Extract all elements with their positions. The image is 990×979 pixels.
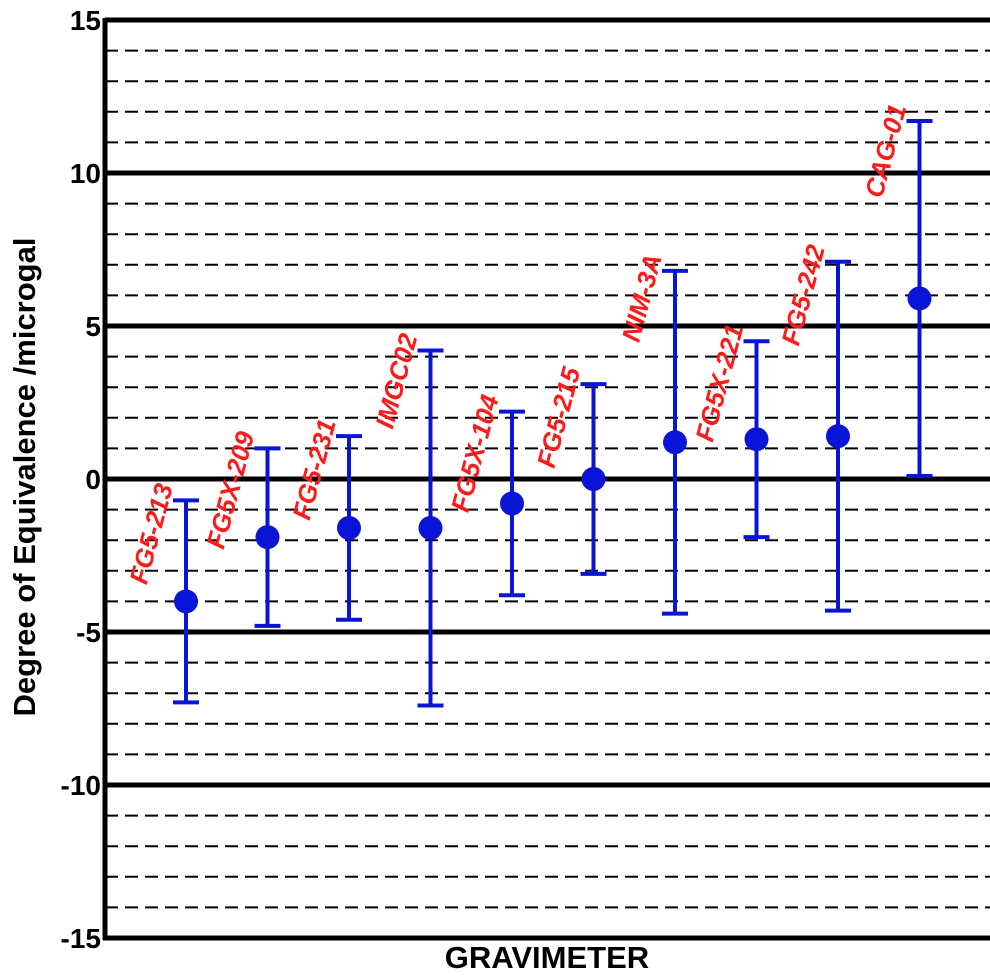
gravimeter-label: FG5X-209 <box>200 428 260 552</box>
data-point <box>907 286 932 311</box>
y-tick-label: 5 <box>85 311 101 342</box>
data-point <box>337 515 361 540</box>
gravimeter-label: CAG-01 <box>859 101 913 201</box>
y-tick-label: -10 <box>61 770 101 801</box>
data-point <box>174 589 198 614</box>
data-point <box>663 430 687 455</box>
data-point <box>500 491 524 516</box>
y-tick-label: 10 <box>70 158 101 189</box>
gravimeter-label: NIM-3A <box>616 251 668 345</box>
data-point <box>255 525 280 550</box>
gravimeter-label: FG5-215 <box>531 363 587 470</box>
data-point <box>581 467 606 491</box>
gravimeter-label: FG5X-221 <box>689 321 749 445</box>
grid-layer <box>105 17 990 909</box>
y-axis-title: Degree of Equivalence /microgal <box>7 238 42 717</box>
y-tick-label: 15 <box>70 5 101 36</box>
x-axis-title: GRAVIMETER <box>445 940 649 974</box>
data-point <box>826 424 850 449</box>
gravimeter-label: IMGC02 <box>369 330 423 432</box>
y-tick-label: -15 <box>61 923 101 954</box>
axis-layer: -15 -10 -5 0 5 10 15 <box>61 5 990 954</box>
y-tick-label: 0 <box>85 464 101 495</box>
gravimeter-label: FG5-242 <box>775 241 831 348</box>
gravimeter-label: FG5-231 <box>286 416 342 523</box>
data-point <box>418 515 443 540</box>
y-tick-label: -5 <box>76 617 101 648</box>
data-point <box>744 427 769 452</box>
gravimeter-label: FG5X-104 <box>445 391 505 515</box>
